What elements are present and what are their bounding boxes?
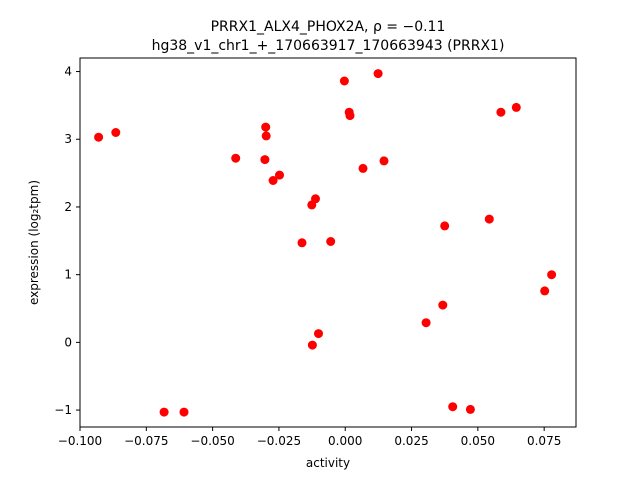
y-tick-label: 2	[64, 200, 72, 214]
x-tick-label: 0.050	[461, 434, 495, 448]
x-tick-label: −0.025	[257, 434, 301, 448]
data-point	[297, 238, 307, 248]
data-point	[159, 407, 169, 417]
data-point	[111, 128, 121, 137]
data-point	[261, 122, 271, 132]
y-tick-label: 3	[64, 132, 72, 146]
data-point	[345, 111, 355, 121]
data-point	[448, 402, 458, 412]
data-point	[484, 214, 494, 224]
data-point	[179, 407, 189, 417]
data-point	[496, 107, 506, 117]
y-tick-label: 0	[64, 335, 72, 349]
data-point	[465, 404, 475, 414]
x-tick-label: −0.075	[124, 434, 168, 448]
data-point	[231, 153, 241, 163]
data-point	[440, 221, 450, 231]
data-point	[421, 318, 431, 328]
data-point	[373, 69, 383, 79]
points-layer	[94, 69, 557, 417]
data-point	[547, 270, 557, 280]
x-tick-label: 0.025	[394, 434, 428, 448]
data-point	[379, 156, 389, 166]
plot-frame	[79, 57, 577, 428]
y-tick-label: 1	[64, 268, 72, 282]
data-point	[275, 170, 284, 180]
x-tick-label: 0.000	[328, 434, 362, 448]
x-tick-label: −0.050	[190, 434, 234, 448]
chart-title-line2: hg38_v1_chr1_+_170663917_170663943 (PRRX…	[152, 38, 505, 54]
data-point	[358, 163, 368, 173]
data-point	[326, 237, 336, 246]
x-axis-label: activity	[306, 456, 350, 470]
data-point	[261, 131, 271, 141]
data-point	[339, 76, 349, 86]
x-tick-label: 0.075	[527, 434, 561, 448]
data-point	[511, 102, 521, 112]
x-tick-label: −0.100	[58, 434, 102, 448]
y-axis-label: expression (log₂tpm)	[27, 180, 41, 305]
data-point	[94, 132, 104, 142]
x-axis-ticks: −0.100 −0.075 −0.050 −0.025 0.000 0.025 0.050 0…	[58, 427, 561, 448]
data-point	[540, 286, 550, 296]
y-axis-ticks: −1 0 1 2 3 4	[54, 65, 80, 417]
data-point	[311, 194, 320, 204]
y-tick-label: −1	[54, 403, 72, 417]
y-tick-label: 4	[64, 65, 72, 79]
data-point	[307, 340, 317, 350]
data-point	[268, 176, 278, 185]
chart-title-line1: PRRX1_ALX4_PHOX2A, ρ = −0.11	[211, 19, 446, 35]
data-point	[260, 155, 270, 165]
data-point	[314, 329, 323, 339]
data-point	[438, 300, 448, 310]
